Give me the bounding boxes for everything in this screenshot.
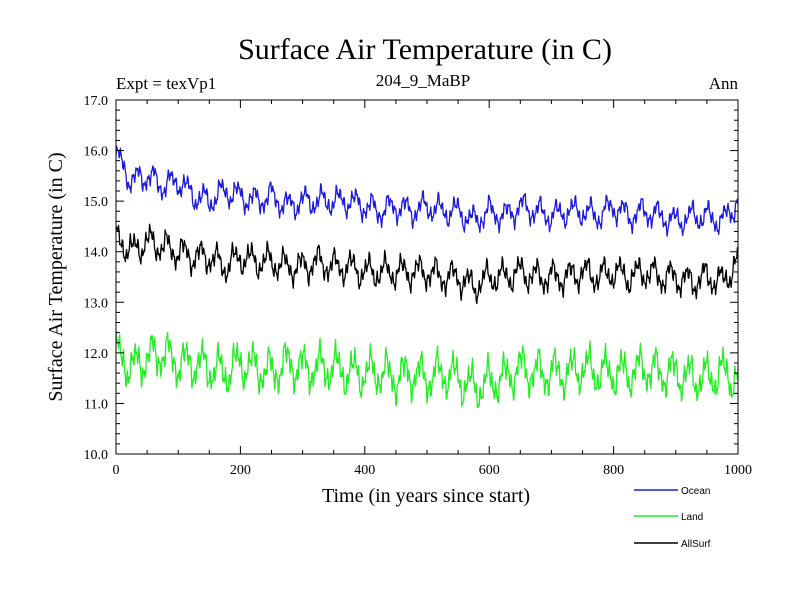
y-tick-label: 14.0	[84, 246, 109, 261]
y-tick-label: 10.0	[84, 448, 109, 463]
y-tick-label: 13.0	[84, 296, 109, 311]
y-axis-label: Surface Air Temperature (in C)	[45, 152, 67, 401]
x-tick-label: 200	[230, 463, 251, 478]
x-tick-label: 400	[354, 463, 375, 478]
y-tick-label: 16.0	[84, 145, 109, 160]
x-tick-label: 0	[113, 463, 120, 478]
plot-area	[115, 145, 739, 408]
chart-title: Surface Air Temperature (in C)	[238, 33, 612, 66]
series-line-allsurf	[115, 223, 739, 305]
x-axis-label: Time (in years since start)	[322, 485, 530, 507]
y-tick-label: 15.0	[84, 195, 109, 210]
x-tick-label: 600	[479, 463, 500, 478]
y-tick-label: 11.0	[84, 397, 108, 412]
season-label: Ann	[709, 74, 739, 93]
legend: Ocean Land AllSurf	[634, 486, 711, 550]
x-tick-label: 800	[603, 463, 624, 478]
series-line-ocean	[115, 145, 739, 237]
y-tick-label: 17.0	[84, 94, 109, 109]
legend-label-land: Land	[681, 512, 703, 523]
series-line-land	[115, 329, 739, 408]
y-axis: 10.0 11.0 12.0 13.0 14.0 15.0 16.0 17.0	[84, 94, 738, 463]
x-tick-label: 1000	[724, 463, 752, 478]
age-label: 204_9_MaBP	[376, 71, 470, 90]
experiment-label: Expt = texVp1	[116, 74, 216, 93]
y-tick-label: 12.0	[84, 347, 109, 362]
x-axis: 0 200 400 600 800 1000	[113, 100, 752, 478]
legend-label-allsurf: AllSurf	[681, 539, 711, 550]
legend-label-ocean: Ocean	[681, 486, 710, 497]
